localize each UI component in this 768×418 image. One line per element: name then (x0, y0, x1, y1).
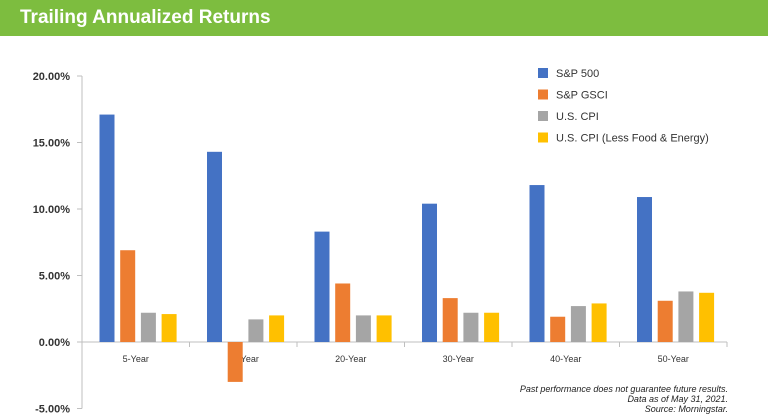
bar (699, 292, 715, 342)
bar (248, 319, 264, 342)
x-tick-label: 5-Year (123, 354, 149, 364)
y-tick-label: 5.00% (39, 271, 70, 283)
legend-label: S&P GSCI (556, 90, 608, 102)
bar (484, 312, 500, 342)
x-tick-label: 50-Year (658, 354, 689, 364)
bar (637, 197, 652, 342)
bar (678, 291, 694, 342)
y-tick-label: 15.00% (33, 138, 71, 150)
footnote-line-2: Data as of May 31, 2021. (627, 394, 728, 404)
x-tick-label: 40-Year (550, 354, 581, 364)
bar (529, 185, 545, 342)
chart-title: Trailing Annualized Returns (20, 7, 271, 28)
bar (442, 298, 458, 342)
bar (161, 314, 177, 342)
legend-swatch (538, 68, 548, 78)
legend-label: S&P 500 (556, 68, 599, 80)
bar (140, 312, 156, 342)
bar (99, 114, 115, 342)
bar (355, 315, 371, 342)
bar (570, 306, 586, 342)
bar (314, 231, 330, 342)
bar (550, 316, 566, 342)
footnote-line-3: Source: Morningstar. (644, 404, 728, 414)
legend-label: U.S. CPI (556, 111, 599, 123)
bar (335, 283, 351, 342)
bar (120, 250, 136, 342)
bar (207, 151, 222, 342)
legend-swatch (538, 89, 548, 100)
legend-swatch (538, 132, 548, 143)
chart-header: Trailing Annualized Returns (0, 0, 768, 36)
y-tick-label: -5.00% (35, 404, 70, 416)
bar (422, 203, 437, 342)
y-tick-label: 20.00% (33, 71, 71, 83)
footnote: Past performance does not guarantee futu… (520, 384, 728, 414)
bar (463, 312, 479, 342)
x-tick-label: 10-Year (228, 354, 259, 364)
bar (657, 300, 673, 342)
footnote-line-1: Past performance does not guarantee futu… (519, 384, 728, 394)
bar-chart: -5.00% 0.00% 5.00% 10.00% 15.00% 20.00% 5-Year… (33, 68, 728, 416)
x-tick-label: 30-Year (443, 354, 474, 364)
bar (227, 342, 243, 382)
y-tick-label: 0.00% (39, 337, 70, 349)
bar (591, 303, 607, 342)
legend-label: U.S. CPI (Less Food & Energy) (556, 133, 709, 145)
bar (269, 315, 285, 342)
x-tick-label: 20-Year (335, 354, 366, 364)
bar (376, 315, 392, 342)
legend-swatch (538, 111, 548, 121)
y-tick-label: 10.00% (33, 204, 71, 216)
